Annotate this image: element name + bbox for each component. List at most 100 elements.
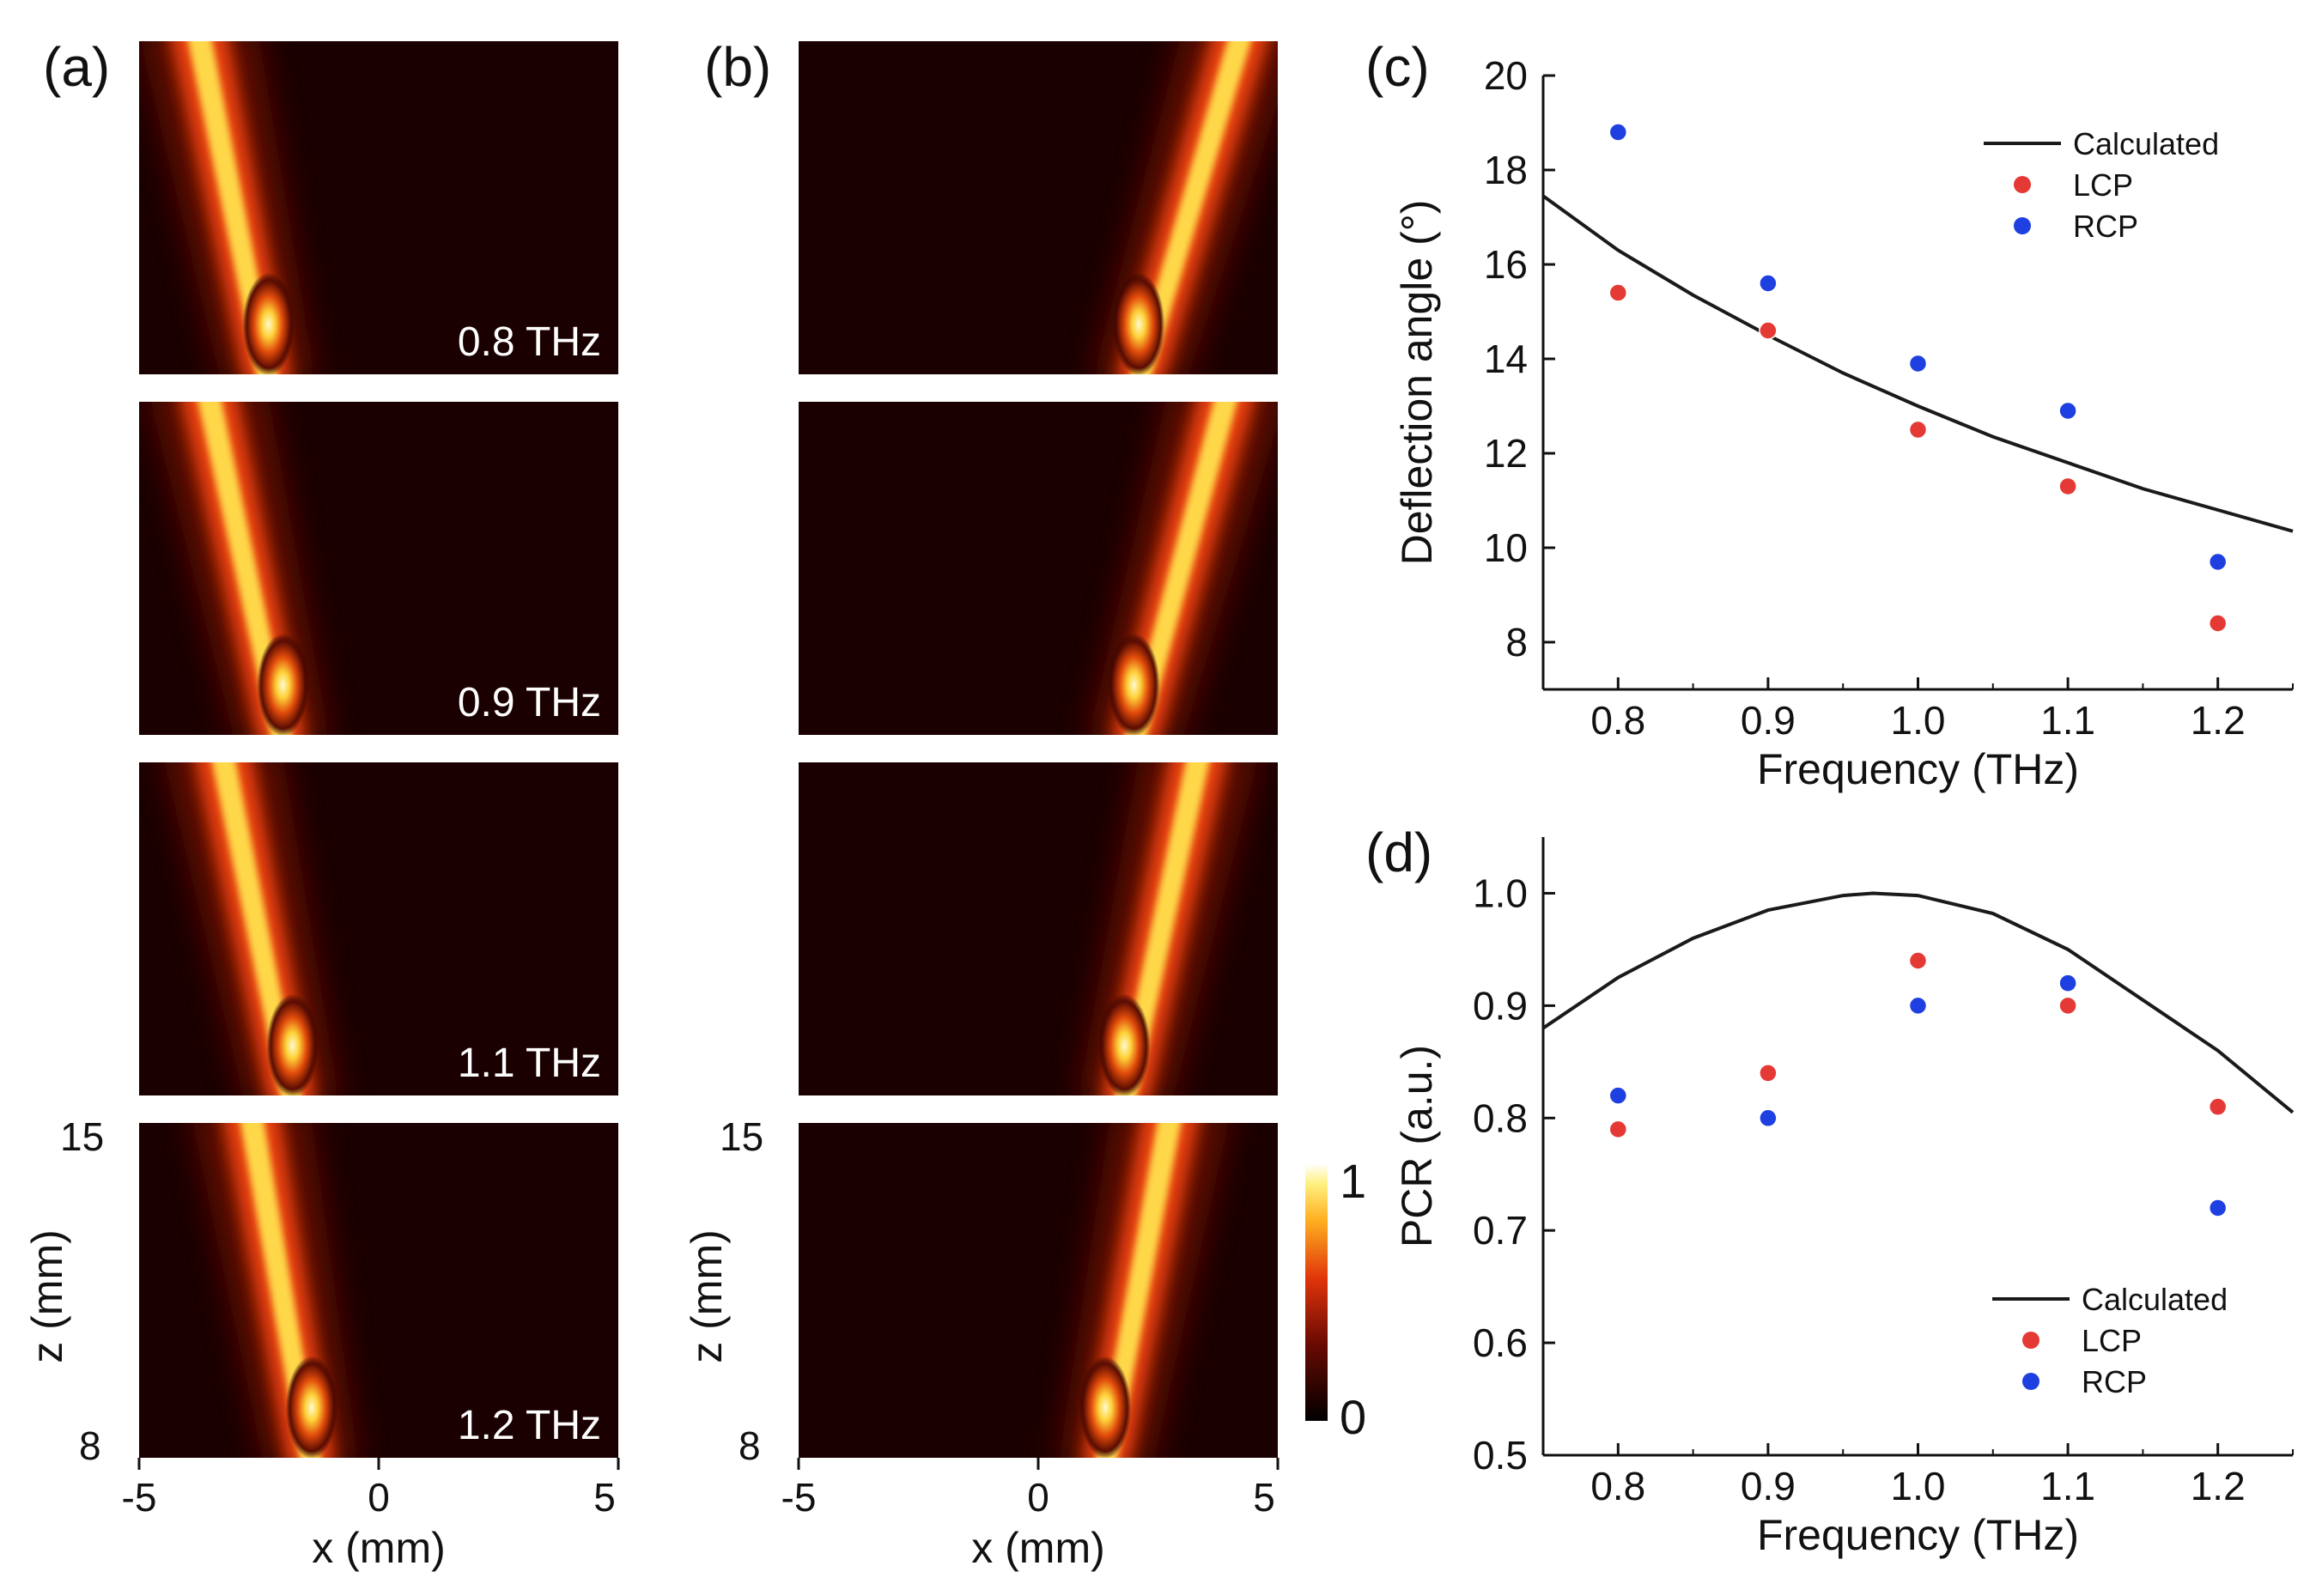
- y-axis-title: Deflection angle (°): [1393, 200, 1441, 566]
- legend: Calculated LCP RCP: [1992, 1282, 2228, 1399]
- panel-label-b: (b): [704, 36, 771, 98]
- beam-hotspot: [1098, 993, 1151, 1095]
- legend-entry: RCP: [2082, 1364, 2147, 1399]
- rcp-point: [1608, 1086, 1628, 1105]
- x-axis-title: Frequency (THz): [1757, 745, 2079, 793]
- x-tick-0-a: 0: [368, 1475, 390, 1520]
- y-tick-label: 0.5: [1473, 1433, 1528, 1478]
- heatmap-tile-4: [139, 1123, 618, 1458]
- calculated-curve: [1541, 194, 2294, 533]
- lcp-point: [2208, 614, 2228, 633]
- beam-hotspot: [257, 633, 309, 735]
- lcp-point: [2058, 476, 2077, 496]
- x-tick-0-b: 0: [1027, 1475, 1049, 1520]
- rcp-point: [1759, 1108, 1778, 1128]
- legend-entry: LCP: [2082, 1323, 2142, 1358]
- y-tick-label: 16: [1484, 242, 1528, 287]
- plot-c: 0.8 0.9 1.0 1.1 1.2 8 10 12 14 16 18 20 Frequency (T…: [1393, 53, 2294, 793]
- x-axis-title-b: x (mm): [971, 1524, 1105, 1572]
- y-tick-label: 0.6: [1473, 1320, 1528, 1365]
- colorbar-min-label: 0: [1340, 1390, 1366, 1444]
- legend-entry: Calculated: [2073, 126, 2219, 161]
- x-tick-label: 0.9: [1741, 698, 1796, 743]
- frequency-label: 0.8 THz: [458, 319, 601, 365]
- rcp-point: [1759, 274, 1778, 293]
- z-tick-15-b: 15: [720, 1114, 763, 1159]
- y-tick-label: 0.9: [1473, 983, 1528, 1028]
- y-tick-label: 1.0: [1473, 871, 1528, 915]
- legend-dot-swatch: [2022, 1373, 2039, 1390]
- x-tick-neg5-a: -5: [122, 1475, 157, 1520]
- z-axis-title-a: z (mm): [23, 1229, 71, 1363]
- lcp-point: [2058, 996, 2077, 1016]
- x-tick-5-a: 5: [593, 1475, 616, 1520]
- rcp-point: [1908, 996, 1928, 1016]
- lcp-point: [1908, 420, 1928, 440]
- z-tick-8-b: 8: [739, 1423, 761, 1468]
- heatmap-panel-a: 0.8 THz 0.9 THz 1.1 THz 1.2 THz: [137, 41, 620, 1470]
- x-tick-label: 1.0: [1891, 698, 1946, 743]
- x-tick-label: 1.1: [2040, 698, 2095, 743]
- rcp-point: [2058, 974, 2077, 992]
- heatmap-tile-1: [799, 41, 1278, 374]
- legend-dot-swatch: [2022, 1332, 2039, 1349]
- rcp-point: [1908, 354, 1928, 373]
- x-tick-label: 0.9: [1741, 1464, 1796, 1508]
- y-tick-label: 10: [1484, 525, 1528, 570]
- y-tick-label: 18: [1484, 148, 1528, 192]
- lcp-point: [2208, 1097, 2228, 1116]
- plot-d: 0.8 0.9 1.0 1.1 1.20.50.60.70.80.91.0Frequen…: [1393, 837, 2295, 1559]
- colorbar: [1305, 1163, 1328, 1421]
- heatmap-tile-3: [799, 762, 1278, 1095]
- calculated-curve: [1541, 891, 2295, 1114]
- beam-hotspot: [1113, 272, 1165, 374]
- heatmap-tile-1: [139, 41, 618, 374]
- z-axis-title-b: z (mm): [683, 1229, 731, 1363]
- panel-label-d: (d): [1365, 822, 1432, 883]
- x-tick-label: 1.1: [2040, 1464, 2095, 1508]
- z-tick-15-a: 15: [60, 1114, 104, 1159]
- beam-hotspot: [242, 272, 295, 374]
- heatmap-tile-4: [799, 1123, 1278, 1458]
- legend: Calculated LCP RCP: [1984, 126, 2219, 244]
- legend-dot-swatch: [2014, 217, 2031, 234]
- colorbar-max-label: 1: [1340, 1154, 1366, 1208]
- x-tick-neg5-b: -5: [781, 1475, 817, 1520]
- rcp-point: [1608, 123, 1628, 142]
- beam-hotspot: [1079, 1356, 1132, 1458]
- heatmap-tile-2: [139, 402, 618, 735]
- heatmap-tile-2: [799, 402, 1278, 735]
- y-tick-label: 14: [1484, 337, 1528, 381]
- heatmap-tile-3: [139, 762, 618, 1095]
- y-tick-label: 20: [1484, 53, 1528, 98]
- x-tick-label: 1.0: [1891, 1464, 1946, 1508]
- lcp-point: [1759, 1064, 1778, 1083]
- legend-entry: RCP: [2073, 209, 2138, 244]
- panel-label-a: (a): [43, 36, 110, 98]
- z-tick-8-a: 8: [79, 1423, 101, 1468]
- x-tick-label: 1.2: [2191, 698, 2246, 743]
- x-axis-title: Frequency (THz): [1757, 1511, 2079, 1559]
- legend-dot-swatch: [2014, 176, 2031, 193]
- rcp-point: [2208, 1199, 2228, 1217]
- lcp-point: [1908, 951, 1928, 970]
- y-tick-label: 0.7: [1473, 1208, 1528, 1253]
- beam-hotspot: [1108, 633, 1160, 735]
- frequency-label: 1.2 THz: [458, 1403, 601, 1448]
- lcp-point: [1608, 283, 1628, 302]
- panel-label-c: (c): [1365, 36, 1430, 98]
- beam-hotspot: [266, 993, 319, 1095]
- y-axis-title: PCR (a.u.): [1393, 1045, 1441, 1247]
- x-axis-title-a: x (mm): [312, 1524, 446, 1572]
- y-tick-label: 0.8: [1473, 1095, 1528, 1140]
- beam-core: [1131, 41, 1251, 374]
- beam-hotspot: [285, 1356, 337, 1458]
- frequency-label: 0.9 THz: [458, 680, 601, 725]
- x-tick-label: 1.2: [2191, 1464, 2246, 1508]
- y-tick-label: 8: [1505, 620, 1528, 664]
- heatmap-panel-b: [797, 41, 1280, 1470]
- x-tick-label: 0.8: [1590, 698, 1645, 743]
- y-tick-label: 12: [1484, 431, 1528, 476]
- legend-entry: LCP: [2073, 167, 2133, 203]
